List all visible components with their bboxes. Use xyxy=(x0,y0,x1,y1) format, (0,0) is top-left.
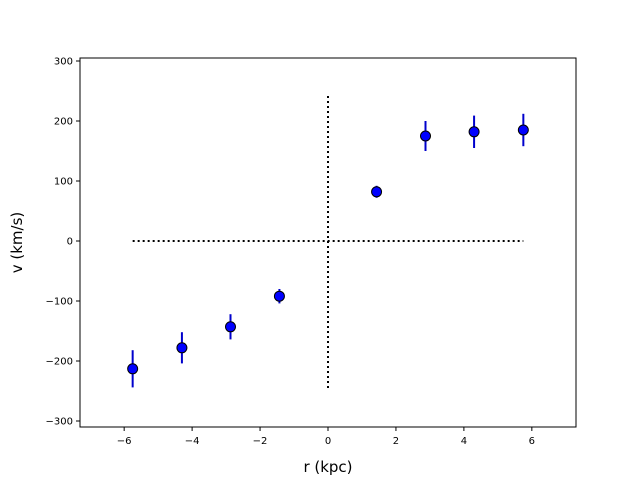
x-tick-label: 4 xyxy=(461,436,467,447)
y-axis-ticks: −300 −200 −100 0 100 200 300 xyxy=(46,57,80,428)
y-tick-label: 100 xyxy=(54,177,73,188)
y-tick-label: −200 xyxy=(46,357,73,368)
data-point xyxy=(273,290,285,302)
data-points xyxy=(127,124,529,375)
y-axis-label: v (km/s) xyxy=(8,212,26,274)
data-point xyxy=(371,186,383,198)
y-tick-label: −100 xyxy=(46,297,73,308)
x-axis-label: r (kpc) xyxy=(303,458,352,476)
reference-lines xyxy=(132,94,524,388)
y-tick-label: 300 xyxy=(54,57,73,68)
x-tick-label: 2 xyxy=(393,436,399,447)
x-tick-label: −4 xyxy=(185,436,200,447)
data-point xyxy=(420,130,432,142)
data-point xyxy=(127,363,139,375)
x-tick-label: −6 xyxy=(117,436,132,447)
x-tick-label: 6 xyxy=(529,436,535,447)
x-tick-label: −2 xyxy=(253,436,268,447)
data-point xyxy=(517,124,529,136)
x-tick-label: 0 xyxy=(325,436,331,447)
y-tick-label: 200 xyxy=(54,117,73,128)
y-tick-label: −300 xyxy=(46,417,73,428)
y-tick-label: 0 xyxy=(67,237,73,248)
data-point xyxy=(176,342,188,354)
x-axis-ticks: −6 −4 −2 0 2 4 6 xyxy=(117,427,535,447)
data-point xyxy=(224,321,236,333)
data-point xyxy=(468,126,480,138)
